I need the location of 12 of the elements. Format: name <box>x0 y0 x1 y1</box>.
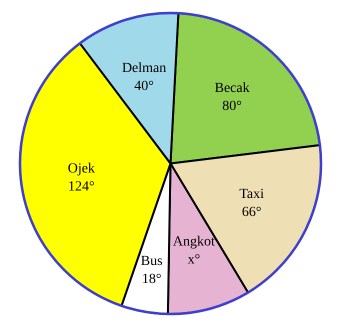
data-label: 40° <box>134 78 154 94</box>
slice-label: Bus <box>140 254 163 269</box>
data-label: x° <box>188 252 200 268</box>
slice-label: Becak <box>214 81 250 96</box>
slice-label: Taxi <box>239 186 264 202</box>
slice-label: Angkot <box>172 234 215 250</box>
data-label: 66° <box>242 204 262 220</box>
data-label: 18° <box>142 272 162 287</box>
data-label: 124° <box>68 179 95 194</box>
slice-label: Delman <box>122 60 166 76</box>
slice-label: Ojek <box>68 161 95 176</box>
data-label: 80° <box>222 99 242 114</box>
